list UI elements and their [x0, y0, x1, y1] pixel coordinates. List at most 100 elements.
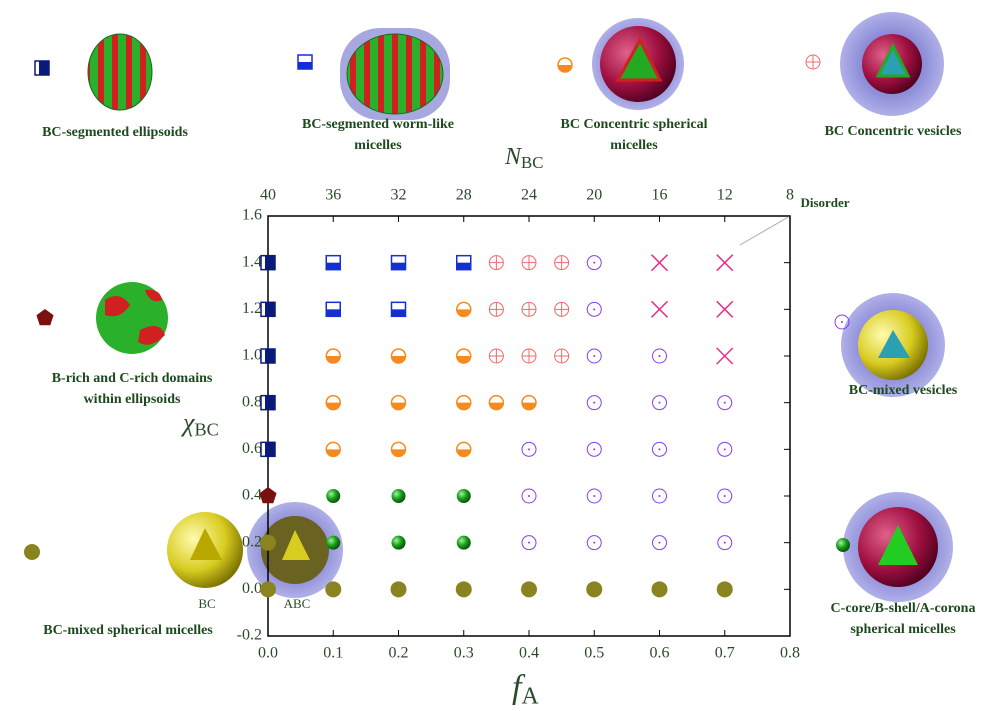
marker-part: [593, 542, 595, 544]
marker-part: [457, 489, 471, 503]
marker-part: [717, 348, 733, 364]
x-tick-label: 0.2: [389, 645, 409, 662]
legend-label: Disorder: [785, 192, 865, 213]
data-point: [392, 349, 406, 363]
x2-tick-label: 16: [652, 187, 668, 204]
data-point: [653, 442, 667, 456]
data-point: [653, 396, 667, 410]
image-label: BC: [198, 596, 215, 611]
marker-part: [717, 581, 733, 597]
marker-part: [724, 402, 726, 404]
marker-part: [392, 489, 406, 503]
marker-part: [593, 355, 595, 357]
y-tick-label: 1.2: [242, 300, 262, 317]
legend-marker: [806, 55, 820, 69]
data-point: [326, 536, 340, 550]
x-axis-label-sub: A: [521, 684, 539, 710]
illustration: [347, 34, 443, 114]
legend-label: BC-segmented worm-like micelles: [278, 114, 478, 156]
data-point: [392, 302, 406, 316]
marker-part: [456, 581, 472, 597]
data-point: [522, 489, 536, 503]
figure: 0.00.10.20.30.40.50.60.70.84036322824201…: [0, 0, 993, 711]
x2-tick-label: 12: [717, 187, 733, 204]
data-point: [522, 396, 536, 410]
marker-part: [521, 581, 537, 597]
data-point: [717, 255, 733, 271]
marker-part: [260, 581, 276, 597]
x2-tick-label: 36: [325, 187, 341, 204]
data-point: [587, 536, 601, 550]
marker-part: [326, 536, 340, 550]
marker-part: [298, 62, 312, 69]
marker-part: [39, 61, 49, 75]
data-point: [652, 255, 668, 271]
data-point: [489, 349, 503, 363]
data-point: [326, 302, 340, 316]
data-point: [587, 302, 601, 316]
marker-part: [717, 301, 733, 317]
marker-part: [528, 542, 530, 544]
data-point: [261, 302, 275, 316]
y-tick-label: 0.8: [242, 393, 262, 410]
data-point: [555, 349, 569, 363]
marker-part: [528, 448, 530, 450]
marker-part: [724, 495, 726, 497]
legend-label: BC-segmented ellipsoids: [15, 122, 215, 143]
data-point: [325, 581, 341, 597]
data-point: [718, 536, 732, 550]
data-point: [555, 256, 569, 270]
y-tick-label: 0.4: [242, 487, 262, 504]
legend-marker: [24, 544, 40, 560]
marker-part: [841, 321, 843, 323]
data-point: [457, 536, 471, 550]
y-tick-label: 1.4: [242, 253, 262, 270]
x-tick-label: 0.0: [258, 645, 278, 662]
marker-part: [392, 309, 406, 316]
x-tick-label: 0.5: [584, 645, 604, 662]
data-point: [259, 487, 276, 503]
x2-tick-label: 20: [586, 187, 602, 204]
marker-part: [652, 255, 668, 271]
marker-part: [593, 495, 595, 497]
data-point: [489, 302, 503, 316]
marker-part: [325, 581, 341, 597]
legend-label: BC-mixed spherical micelles: [8, 620, 248, 641]
data-point: [717, 301, 733, 317]
marker-part: [457, 263, 471, 270]
illustrations: [88, 12, 953, 602]
data-point: [555, 302, 569, 316]
marker-part: [659, 402, 661, 404]
data-point: [326, 396, 340, 410]
plot-frame: [268, 216, 790, 636]
data-point: [391, 581, 407, 597]
y-axis-label-main: χ: [180, 408, 195, 437]
marker-part: [392, 536, 406, 550]
marker-part: [717, 255, 733, 271]
data-point: [457, 256, 471, 270]
legend-label: BC Concentric spherical micelles: [539, 114, 729, 156]
y-tick-label: 0.2: [242, 533, 262, 550]
marker-part: [457, 536, 471, 550]
marker-part: [265, 256, 275, 270]
data-point: [261, 396, 275, 410]
legend-marker: [558, 58, 572, 72]
marker-part: [265, 396, 275, 410]
x2-tick-label: 28: [456, 187, 472, 204]
marker-part: [659, 542, 661, 544]
marker-part: [260, 535, 276, 551]
y-tick-label: 0.0: [242, 580, 262, 597]
data-point: [260, 535, 276, 551]
data-point: [457, 489, 471, 503]
data-point: [261, 442, 275, 456]
data-point: [522, 256, 536, 270]
illustration: [88, 34, 152, 110]
data-point: [653, 349, 667, 363]
marker-part: [659, 495, 661, 497]
data-point: [587, 396, 601, 410]
data-point: [489, 256, 503, 270]
data-point: [261, 349, 275, 363]
data-point: [326, 256, 340, 270]
data-point: [489, 396, 503, 410]
data-point: [457, 396, 471, 410]
